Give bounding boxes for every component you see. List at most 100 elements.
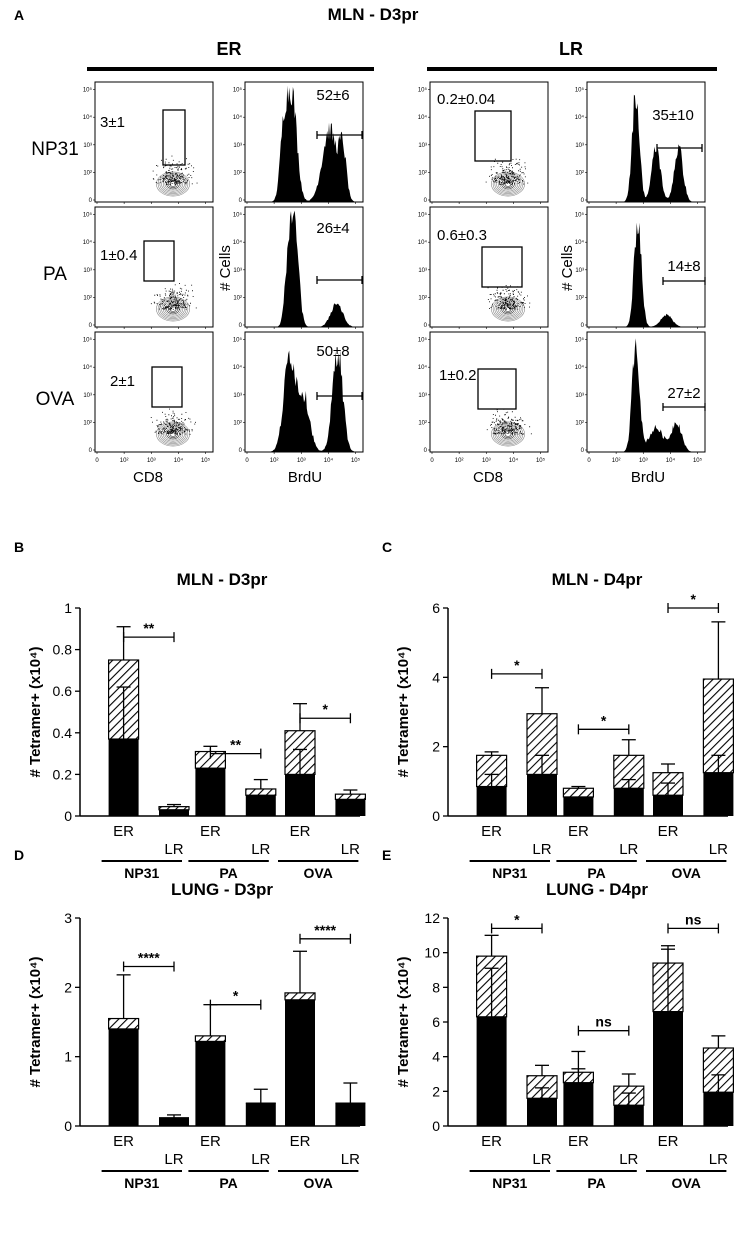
500-contour xyxy=(161,300,185,318)
y-tick-label: 0.4 xyxy=(53,725,73,741)
brdu-lr-0-ytick-label: 0 xyxy=(581,198,585,204)
y-tick-label: 3 xyxy=(64,910,72,926)
brdu-xlabel-lr: BrdU xyxy=(631,469,665,486)
500-ytick-label: 10³ xyxy=(83,393,92,399)
group-label: NP31 xyxy=(124,865,159,881)
brdu-er-1-ytick-label: 10³ xyxy=(233,268,242,274)
y-axis-label: # Tetramer+ (x10⁴) xyxy=(27,647,44,778)
220-xtick-label: 10⁴ xyxy=(509,457,519,464)
y-tick-label: 2 xyxy=(64,979,72,995)
y-tick-label: 0.8 xyxy=(53,642,73,658)
bar-solid xyxy=(195,1041,226,1126)
brdu-er-0-ytick-label: 10³ xyxy=(233,143,242,149)
bar-label: ER xyxy=(658,1133,679,1150)
group-label: OVA xyxy=(304,865,333,881)
y-axis-label: # Tetramer+ (x10⁴) xyxy=(395,647,412,778)
bar-label: ER xyxy=(481,823,502,840)
250-ytick-label: 10⁵ xyxy=(418,87,428,94)
panel-a-title: MLN - D3pr xyxy=(328,5,419,24)
700-ytick-label: 0 xyxy=(89,198,93,204)
700-frame xyxy=(94,81,214,203)
220-xtick-label: 0 xyxy=(430,458,434,464)
700-ytick-label: 10⁴ xyxy=(83,114,93,121)
250-ytick-label: 10⁴ xyxy=(418,114,428,121)
brdu-er-2-xtick-label: 10³ xyxy=(297,458,306,464)
brdu-lr-0-ytick-label: 10² xyxy=(575,170,584,176)
y-tick-label: 0 xyxy=(64,1118,72,1134)
500-contour xyxy=(157,297,189,321)
y-axis-label: # Tetramer+ (x10⁴) xyxy=(395,957,412,1088)
brdu-lr-2-xtick-label: 10² xyxy=(612,458,621,464)
brdu-er-2-histogram-fill xyxy=(253,350,355,452)
panel-d-letter: D xyxy=(14,847,24,863)
y-tick-label: 6 xyxy=(432,1014,440,1030)
bar-solid xyxy=(476,1016,507,1126)
700-ytick-label: 10² xyxy=(83,170,92,176)
bar-solid xyxy=(703,1092,734,1126)
brdu-lr-0-ytick-label: 10⁴ xyxy=(575,114,585,121)
brdu-lr-0-histogram: 35±10010²10³10⁴10⁵010²10³10⁴10⁵ xyxy=(575,81,706,214)
250-dot-plot: 0.2±0.04010²10³10⁴10⁵010²10³10⁴10⁵ xyxy=(418,81,549,214)
brdu-er-0-ytick-label: 0 xyxy=(239,198,243,204)
y-tick-label: 4 xyxy=(432,669,440,685)
bar-label: LR xyxy=(164,841,183,858)
380-events xyxy=(487,285,531,310)
700-contour xyxy=(157,172,189,196)
bar-solid xyxy=(563,796,594,816)
brdu-er-2-gate-label: 50±8 xyxy=(316,343,349,360)
500-frame xyxy=(94,331,214,453)
y-axis-label: # Tetramer+ (x10⁴) xyxy=(27,957,44,1088)
500-xtick-label: 10³ xyxy=(147,458,156,464)
significance-label: ns xyxy=(685,911,702,927)
brdu-er-0-ytick-label: 10⁴ xyxy=(233,114,243,121)
panel-e-letter: E xyxy=(382,847,391,863)
bar-label: ER xyxy=(658,823,679,840)
220-ytick-label: 10⁴ xyxy=(418,364,428,371)
panel-a-letter: A xyxy=(14,7,24,23)
significance-label: * xyxy=(690,591,696,607)
significance-label: **** xyxy=(314,922,336,938)
500-ytick-label: 10⁴ xyxy=(83,364,93,371)
bar-label: ER xyxy=(113,823,134,840)
brdu-er-1-ytick-label: 10⁵ xyxy=(233,212,243,219)
220-contour xyxy=(504,431,512,437)
220-xtick-label: 10² xyxy=(455,458,464,464)
brdu-lr-0-frame xyxy=(586,81,706,203)
bar-label: LR xyxy=(709,841,728,858)
500-gate-label: 1±0.4 xyxy=(100,247,137,264)
group-label: OVA xyxy=(672,1175,701,1191)
bar-solid xyxy=(563,1082,594,1126)
y-tick-label: 0 xyxy=(432,1118,440,1134)
row-label-ova: OVA xyxy=(36,389,75,410)
group-label: PA xyxy=(219,865,237,881)
brdu-lr-2-frame xyxy=(586,331,706,453)
700-ytick-label: 10⁵ xyxy=(83,87,93,94)
bar-charts: B MLN - D3pr 0 0.2 0.4 0.6 0.8 1 # Tetramer+ (x1… xyxy=(14,539,735,1191)
brdu-xlabel-er: BrdU xyxy=(288,469,322,486)
500-gate xyxy=(151,366,183,408)
group-title-lr: LR xyxy=(559,39,583,59)
500-dot-plot: 2±1 0 10² 10³ 10⁴ 10⁵ 0 10² 10³ 10⁴ 10⁵ xyxy=(83,331,214,464)
cd8-xlabel-er: CD8 xyxy=(133,469,163,486)
250-frame xyxy=(429,81,549,203)
250-gate xyxy=(474,110,512,162)
brdu-er-2-xtick-label: 0 xyxy=(245,458,249,464)
700-contour xyxy=(162,176,184,192)
500-contour xyxy=(166,428,180,440)
380-dot-plot: 0.6±0.3010²10³10⁴10⁵010²10³10⁴10⁵ xyxy=(418,206,549,339)
220-events xyxy=(486,408,532,435)
bar-label: LR xyxy=(341,841,360,858)
brdu-lr-2-ytick-label: 10³ xyxy=(575,393,584,399)
brdu-er-0-gate-label: 52±6 xyxy=(316,87,349,104)
group-label: PA xyxy=(587,1175,605,1191)
brdu-er-0-frame xyxy=(244,81,364,203)
brdu-er-2-xtick-label: 10⁴ xyxy=(324,457,334,464)
bar-label: LR xyxy=(341,1151,360,1168)
significance-label: ** xyxy=(143,620,154,636)
bar-label: ER xyxy=(200,823,221,840)
500-ytick-label: 10⁵ xyxy=(83,212,93,219)
bar-label: LR xyxy=(251,1151,270,1168)
y-tick-label: 10 xyxy=(424,945,440,961)
bar-solid xyxy=(476,786,507,816)
y-tick-label: 0 xyxy=(64,808,72,824)
